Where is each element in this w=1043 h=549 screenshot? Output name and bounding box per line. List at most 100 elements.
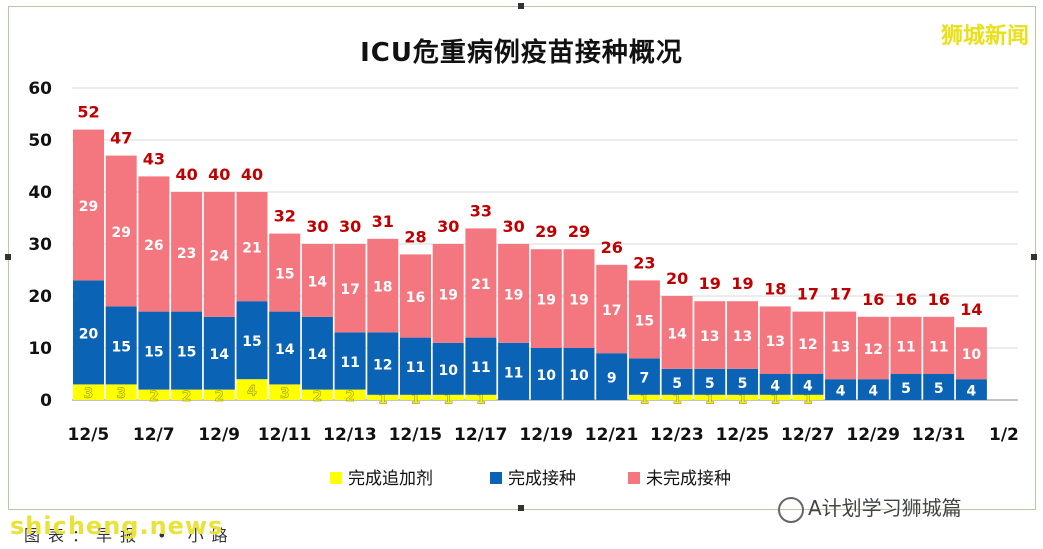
data-label: 14: [308, 347, 328, 363]
bar-segment: [400, 254, 431, 338]
bar-segment: [498, 244, 530, 343]
total-label: 20: [666, 269, 688, 288]
bar-segment: [792, 374, 824, 395]
bar-segment: [334, 389, 366, 400]
data-label: 1: [770, 391, 780, 407]
data-label: 5: [672, 376, 682, 392]
bar-segment: [171, 311, 203, 390]
data-label: 11: [504, 365, 523, 381]
footer-credit: 图表：早报 • 小路: [24, 526, 236, 545]
data-label: 23: [177, 246, 196, 262]
data-label: 21: [242, 241, 261, 257]
bar-segment: [857, 379, 889, 400]
bar-segment: [367, 394, 399, 400]
data-label: 2: [313, 389, 323, 405]
bar-segment: [465, 394, 497, 400]
x-tick-label: 12/7: [133, 425, 175, 445]
bar-segment: [236, 379, 268, 400]
bar-segment: [367, 238, 399, 333]
data-label: 20: [79, 326, 99, 342]
data-label: 10: [537, 368, 557, 384]
data-label: 13: [700, 329, 719, 345]
bar-segment: [955, 379, 987, 400]
bar-segment: [596, 353, 628, 400]
bar-segment: [367, 332, 399, 395]
x-tick-label: 12/27: [781, 425, 835, 445]
data-label: 15: [635, 313, 654, 329]
data-label: 4: [868, 384, 878, 400]
data-label: 15: [144, 345, 163, 361]
data-label: 5: [901, 381, 911, 397]
bar-segment: [269, 311, 301, 385]
data-label: 13: [831, 339, 850, 355]
bar-segment: [661, 368, 693, 395]
bar-segment: [661, 296, 693, 369]
bar-segment: [73, 384, 104, 400]
data-label: 2: [214, 389, 224, 405]
data-label: 15: [177, 345, 196, 361]
data-label: 17: [602, 303, 621, 319]
bar-segment: [759, 374, 791, 395]
resize-handle-right[interactable]: [1031, 254, 1037, 260]
data-label: 17: [340, 282, 359, 298]
bar-segment: [825, 379, 857, 400]
data-label: 18: [373, 280, 392, 296]
bar-segment: [105, 306, 137, 385]
total-label: 29: [535, 222, 557, 241]
resize-handle-left[interactable]: [5, 254, 11, 260]
bar-segment: [628, 394, 660, 400]
data-label: 2: [182, 389, 192, 405]
data-label: 16: [406, 290, 425, 306]
data-label: 9: [607, 371, 617, 387]
total-label: 30: [437, 217, 459, 236]
bar-segment: [628, 358, 660, 395]
bar-segment: [400, 394, 431, 400]
total-label: 40: [175, 165, 197, 184]
bar-segment: [236, 192, 268, 302]
total-label: 40: [241, 165, 263, 184]
total-label: 30: [502, 217, 524, 236]
x-tick-label: 12/19: [519, 425, 573, 445]
watermark: shicheng.news: [10, 512, 224, 540]
data-label: 24: [210, 248, 230, 264]
bar-segment: [236, 301, 268, 380]
data-label: 2: [149, 389, 159, 405]
bar-segment: [890, 374, 922, 400]
data-label: 3: [280, 386, 290, 402]
x-tick-label: 12/29: [846, 425, 900, 445]
data-label: 3: [84, 386, 94, 402]
bar-segment: [727, 368, 758, 395]
data-label: 11: [929, 339, 948, 355]
data-label: 12: [864, 342, 883, 358]
bar-segment: [105, 155, 137, 307]
total-label: 30: [306, 217, 328, 236]
bar-segment: [171, 389, 203, 400]
bar-segment: [923, 316, 955, 374]
total-label: 18: [764, 279, 786, 298]
legend-label: 完成追加剂: [348, 469, 433, 489]
data-label: 4: [247, 384, 257, 400]
resize-handle-bottom[interactable]: [518, 505, 524, 511]
bar-segment: [694, 301, 726, 369]
legend-swatch: [628, 472, 640, 484]
data-label: 5: [705, 376, 715, 392]
bar-segment: [203, 316, 235, 390]
bar-segment: [105, 384, 137, 400]
y-tick-label: 0: [40, 391, 52, 411]
data-label: 13: [733, 329, 752, 345]
data-label: 1: [476, 391, 486, 407]
data-label: 11: [340, 355, 359, 371]
bar-segment: [203, 389, 235, 400]
data-label: 11: [471, 360, 490, 376]
data-label: 1: [738, 391, 748, 407]
bar-segment: [498, 342, 530, 400]
x-tick-label: 12/9: [198, 425, 240, 445]
bar-segment: [530, 249, 562, 348]
bar-segment: [465, 337, 497, 395]
resize-handle-top[interactable]: [518, 3, 524, 9]
total-label: 47: [110, 129, 132, 148]
bar-segment: [727, 301, 758, 369]
bar-segment: [432, 394, 464, 400]
total-label: 17: [797, 285, 819, 304]
